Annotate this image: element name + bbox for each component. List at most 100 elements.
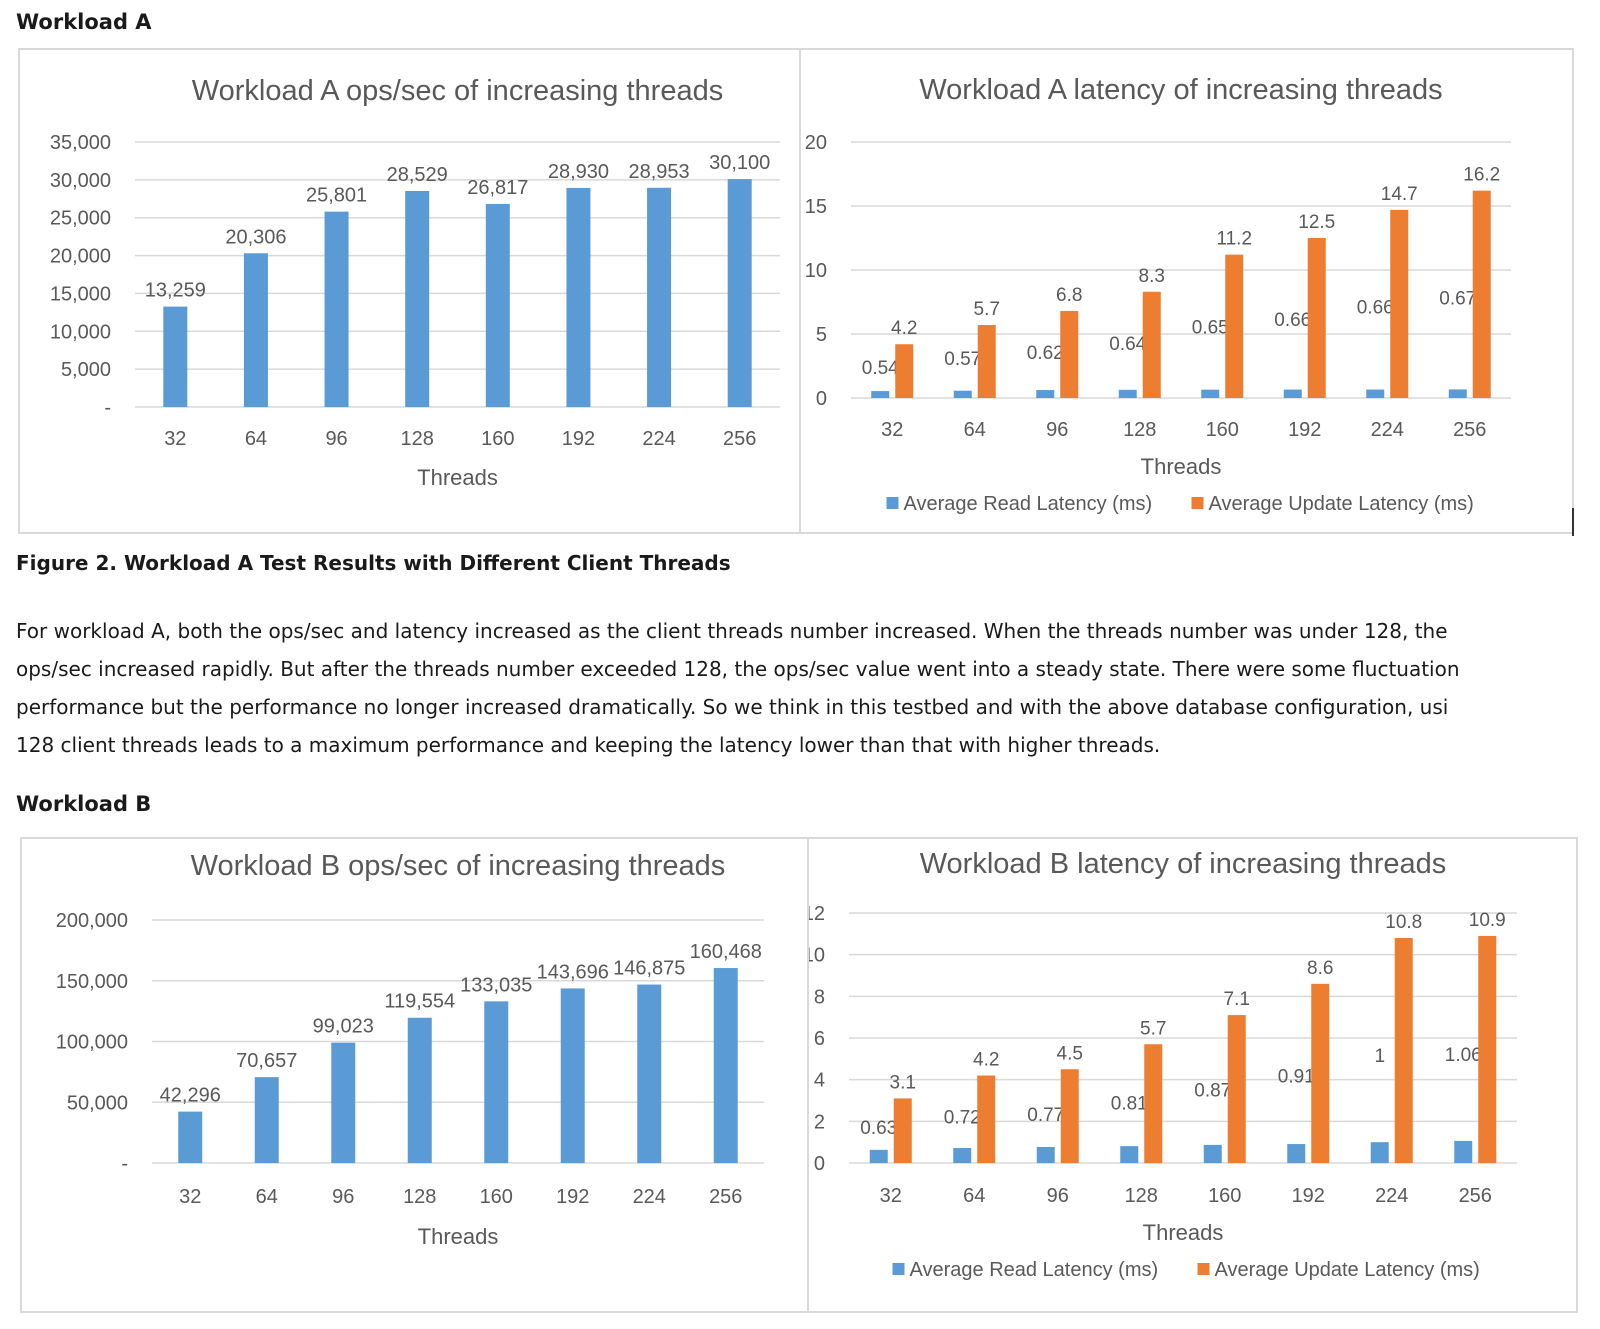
y-tick-label: 20,000 — [50, 246, 111, 268]
y-tick-label: 0 — [814, 1153, 825, 1175]
bar — [324, 211, 349, 407]
y-tick-label: 10 — [805, 260, 827, 282]
data-label: 10.8 — [1385, 912, 1422, 933]
bar — [484, 1001, 509, 1163]
y-tick-label: 100,000 — [56, 1032, 128, 1054]
data-label: 133,035 — [460, 974, 532, 996]
read-latency-bar — [1283, 389, 1302, 398]
chart-workload-a-ops: Workload A ops/sec of increasing threads… — [50, 75, 780, 490]
read-latency-bar — [871, 391, 890, 398]
update-latency-bar — [977, 325, 996, 398]
chart-panel-workload-a-ops: Workload A ops/sec of increasing threads… — [18, 48, 801, 534]
x-tick-label: 224 — [633, 1186, 666, 1208]
data-label: 42,296 — [160, 1085, 221, 1107]
legend-label: Average Read Latency (ms) — [910, 1259, 1159, 1281]
data-label: 0.91 — [1278, 1066, 1315, 1087]
bar — [405, 190, 430, 407]
bar — [331, 1042, 356, 1163]
data-label: 0.64 — [1109, 334, 1146, 355]
read-latency-bar — [953, 1148, 972, 1163]
data-label: 0.66 — [1357, 297, 1394, 318]
data-label: 28,529 — [387, 164, 448, 186]
bar — [163, 306, 188, 407]
data-label: 0.54 — [862, 358, 899, 379]
update-latency-bar — [895, 344, 914, 398]
y-tick-label: - — [104, 397, 111, 419]
data-label: 3.1 — [890, 1072, 916, 1093]
chart-workload-a-latency: Workload A latency of increasing threads… — [805, 74, 1511, 515]
y-tick-label: 25,000 — [50, 208, 111, 230]
y-tick-label: 5,000 — [61, 359, 111, 381]
data-label: 1.06 — [1445, 1045, 1482, 1066]
paragraph-line: ops/sec increased rapidly. But after the… — [16, 657, 1460, 681]
legend-swatch-update — [1197, 1263, 1210, 1275]
read-latency-bar — [1118, 389, 1137, 398]
x-tick-label: 192 — [1292, 1185, 1325, 1207]
y-tick-label: 20 — [805, 132, 827, 154]
x-tick-label: 64 — [964, 419, 986, 441]
y-tick-label: 35,000 — [50, 132, 111, 154]
y-tick-label: 5 — [816, 324, 827, 346]
bar — [713, 968, 738, 1163]
data-label: 0.87 — [1194, 1080, 1231, 1101]
update-latency-bar — [1142, 291, 1161, 398]
bar — [727, 179, 752, 407]
legend-label: Average Read Latency (ms) — [904, 493, 1153, 515]
y-tick-label: 12 — [809, 903, 825, 925]
x-tick-label: 96 — [325, 428, 347, 450]
x-tick-label: 160 — [480, 1186, 513, 1208]
read-latency-bar — [1036, 1146, 1055, 1163]
read-latency-bar — [1366, 389, 1385, 398]
chart-title: Workload A latency of increasing threads — [919, 74, 1442, 106]
x-tick-label: 256 — [1453, 419, 1486, 441]
x-axis-label: Threads — [417, 465, 498, 490]
data-label: 146,875 — [613, 958, 685, 980]
y-tick-label: 30,000 — [50, 170, 111, 192]
x-tick-label: 64 — [245, 428, 267, 450]
data-label: 4.5 — [1057, 1043, 1083, 1064]
legend-swatch-update — [1191, 497, 1204, 509]
y-tick-label: 10 — [809, 945, 825, 967]
chart-workload-b-ops: Workload B ops/sec of increasing threads… — [56, 850, 764, 1249]
data-label: 28,953 — [628, 161, 689, 183]
body-paragraph: For workload A, both the ops/sec and lat… — [16, 612, 1600, 764]
legend-label: Average Update Latency (ms) — [1209, 493, 1474, 515]
bar — [566, 187, 591, 407]
update-latency-bar — [1060, 310, 1079, 398]
bar — [254, 1077, 279, 1163]
x-axis-label: Threads — [1141, 454, 1222, 479]
read-latency-bar — [1120, 1146, 1139, 1163]
update-latency-bar — [1225, 254, 1244, 398]
data-label: 5.7 — [974, 299, 1000, 320]
update-latency-bar — [1472, 190, 1491, 398]
x-tick-label: 32 — [881, 419, 903, 441]
data-label: 5.7 — [1140, 1018, 1166, 1039]
data-label: 0.63 — [860, 1118, 897, 1139]
read-latency-bar — [953, 390, 972, 398]
data-label: 0.77 — [1027, 1105, 1064, 1126]
x-axis-label: Threads — [418, 1224, 499, 1249]
chart-panel-workload-a-latency: Workload A latency of increasing threads… — [799, 48, 1574, 534]
data-label: 16.2 — [1463, 165, 1500, 186]
read-latency-bar — [1370, 1142, 1389, 1163]
data-label: 4.2 — [973, 1050, 999, 1071]
data-label: 25,801 — [306, 185, 367, 207]
chart-title: Workload A ops/sec of increasing threads — [192, 75, 723, 107]
data-label: 0.57 — [944, 349, 981, 370]
chart-title: Workload B ops/sec of increasing threads — [191, 850, 726, 882]
read-latency-bar — [1201, 389, 1220, 398]
update-latency-bar — [1311, 983, 1330, 1163]
update-latency-bar — [1394, 938, 1413, 1163]
x-tick-label: 96 — [1047, 1185, 1069, 1207]
update-latency-bar — [977, 1075, 996, 1163]
data-label: 7.1 — [1224, 989, 1250, 1010]
data-label: 4.2 — [891, 318, 917, 339]
x-tick-label: 32 — [164, 428, 186, 450]
update-latency-bar — [1390, 209, 1409, 398]
y-tick-label: 50,000 — [67, 1092, 128, 1114]
y-tick-label: 150,000 — [56, 971, 128, 993]
x-tick-label: 128 — [1123, 419, 1156, 441]
bar — [243, 253, 268, 407]
x-tick-label: 192 — [556, 1186, 589, 1208]
legend-swatch-read — [886, 497, 899, 509]
